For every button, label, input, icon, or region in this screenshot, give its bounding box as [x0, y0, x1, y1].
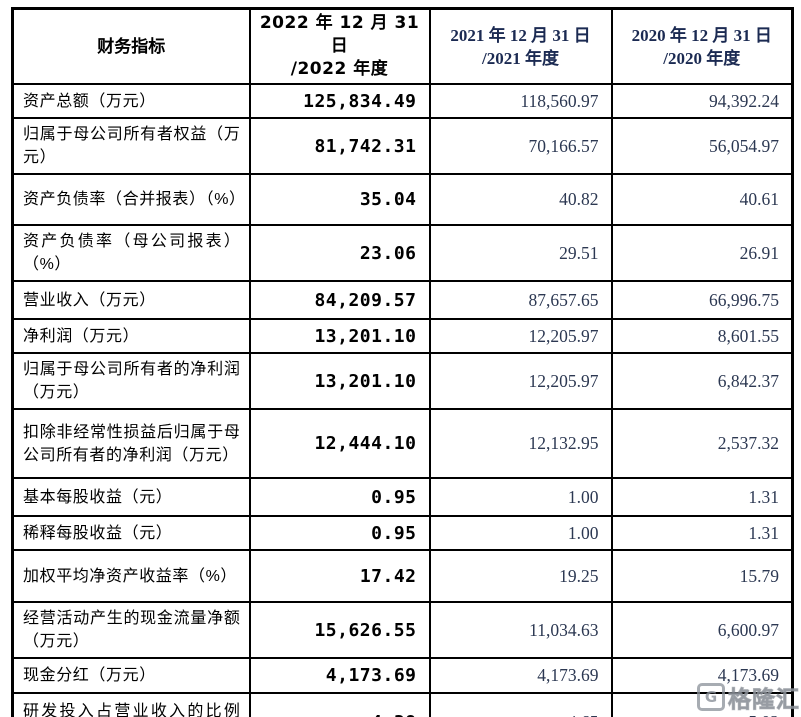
table-body: 资产总额（万元） 125,834.49 118,560.97 94,392.24… — [11, 83, 794, 717]
header-indicator: 财务指标 — [11, 7, 251, 85]
value-2022: 0.95 — [248, 477, 431, 517]
table-row: 现金分红（万元） 4,173.69 4,173.69 4,173.69 — [11, 657, 794, 694]
table-row: 稀释每股收益（元） 0.95 1.00 1.31 — [11, 515, 794, 551]
value-2020: 66,996.75 — [610, 280, 794, 320]
value-2021: 12,132.95 — [428, 408, 613, 479]
value-2020: 8,601.55 — [610, 318, 794, 354]
header-period-2021: 2021 年 12 月 31 日 /2021 年度 — [428, 7, 613, 85]
table-row: 资产负债率（合并报表）（%） 35.04 40.82 40.61 — [11, 173, 794, 226]
value-2020: 26.91 — [610, 224, 794, 282]
header-period-2022-line2: /2022 年度 — [290, 59, 389, 79]
value-2021: 1.00 — [428, 477, 613, 517]
table-row: 资产总额（万元） 125,834.49 118,560.97 94,392.24 — [11, 83, 794, 119]
value-2020: 1.31 — [610, 515, 794, 551]
value-2022: 84,209.57 — [248, 280, 431, 320]
value-2022: 0.95 — [248, 515, 431, 551]
row-label: 营业收入（万元） — [11, 280, 251, 320]
header-period-2021-line1: 2021 年 12 月 31 日 — [450, 25, 591, 45]
value-2021: 12,205.97 — [428, 352, 613, 410]
value-2022: 4,173.69 — [248, 657, 431, 694]
value-2020: 56,054.97 — [610, 117, 794, 175]
row-label: 现金分红（万元） — [11, 657, 251, 694]
value-2021: 70,166.57 — [428, 117, 613, 175]
value-2022: 125,834.49 — [248, 83, 431, 119]
header-period-2020: 2020 年 12 月 31 日 /2020 年度 — [610, 7, 794, 85]
value-2021: 12,205.97 — [428, 318, 613, 354]
value-2021: 87,657.65 — [428, 280, 613, 320]
value-2020: 40.61 — [610, 173, 794, 226]
value-2021: 1.00 — [428, 515, 613, 551]
value-2020: 6,600.97 — [610, 601, 794, 659]
value-2022: 12,444.10 — [248, 408, 431, 479]
table-row: 净利润（万元） 13,201.10 12,205.97 8,601.55 — [11, 318, 794, 354]
value-2022: 17.42 — [248, 549, 431, 603]
row-label: 加权平均净资产收益率（%） — [11, 549, 251, 603]
financial-indicators-table: 财务指标 2022 年 12 月 31 日 /2022 年度 2021 年 12… — [11, 7, 794, 717]
value-2022: 23.06 — [248, 224, 431, 282]
value-2020: 94,392.24 — [610, 83, 794, 119]
value-2022: 13,201.10 — [248, 352, 431, 410]
value-2022: 4.38 — [248, 692, 431, 717]
value-2021: 11,034.63 — [428, 601, 613, 659]
row-label: 归属于母公司所有者的净利润（万元） — [11, 352, 251, 410]
value-2020: 1.31 — [610, 477, 794, 517]
row-label: 资产总额（万元） — [11, 83, 251, 119]
header-period-2020-line2: /2020 年度 — [663, 48, 741, 68]
table-row: 基本每股收益（元） 0.95 1.00 1.31 — [11, 477, 794, 517]
value-2020: 15.79 — [610, 549, 794, 603]
row-label: 归属于母公司所有者权益（万元） — [11, 117, 251, 175]
table-row: 研发投入占营业收入的比例（%） 4.38 4.65 5.03 — [11, 692, 794, 717]
row-label: 基本每股收益（元） — [11, 477, 251, 517]
value-2021: 4,173.69 — [428, 657, 613, 694]
header-period-2020-line1: 2020 年 12 月 31 日 — [631, 25, 772, 45]
table-row: 加权平均净资产收益率（%） 17.42 19.25 15.79 — [11, 549, 794, 603]
value-2021: 29.51 — [428, 224, 613, 282]
row-label: 稀释每股收益（元） — [11, 515, 251, 551]
table-row: 归属于母公司所有者权益（万元） 81,742.31 70,166.57 56,0… — [11, 117, 794, 175]
row-label: 资产负债率（母公司报表）（%） — [11, 224, 251, 282]
value-2020: 4,173.69 — [610, 657, 794, 694]
table-row: 归属于母公司所有者的净利润（万元） 13,201.10 12,205.97 6,… — [11, 352, 794, 410]
header-row: 财务指标 2022 年 12 月 31 日 /2022 年度 2021 年 12… — [11, 7, 794, 85]
value-2021: 4.65 — [428, 692, 613, 717]
row-label: 资产负债率（合并报表）（%） — [11, 173, 251, 226]
row-label: 净利润（万元） — [11, 318, 251, 354]
row-label: 经营活动产生的现金流量净额（万元） — [11, 601, 251, 659]
value-2022: 81,742.31 — [248, 117, 431, 175]
value-2022: 13,201.10 — [248, 318, 431, 354]
row-label: 研发投入占营业收入的比例（%） — [11, 692, 251, 717]
header-period-2022: 2022 年 12 月 31 日 /2022 年度 — [248, 7, 431, 85]
table-row: 经营活动产生的现金流量净额（万元） 15,626.55 11,034.63 6,… — [11, 601, 794, 659]
header-period-2021-line2: /2021 年度 — [482, 48, 559, 68]
value-2022: 15,626.55 — [248, 601, 431, 659]
value-2021: 19.25 — [428, 549, 613, 603]
value-2022: 35.04 — [248, 173, 431, 226]
value-2020: 5.03 — [610, 692, 794, 717]
value-2020: 2,537.32 — [610, 408, 794, 479]
row-label: 扣除非经常性损益后归属于母公司所有者的净利润（万元） — [11, 408, 251, 479]
table-row: 资产负债率（母公司报表）（%） 23.06 29.51 26.91 — [11, 224, 794, 282]
value-2021: 40.82 — [428, 173, 613, 226]
value-2020: 6,842.37 — [610, 352, 794, 410]
table-row: 扣除非经常性损益后归属于母公司所有者的净利润（万元） 12,444.10 12,… — [11, 408, 794, 479]
value-2021: 118,560.97 — [428, 83, 613, 119]
table-row: 营业收入（万元） 84,209.57 87,657.65 66,996.75 — [11, 280, 794, 320]
header-period-2022-line1: 2022 年 12 月 31 日 — [259, 13, 420, 56]
